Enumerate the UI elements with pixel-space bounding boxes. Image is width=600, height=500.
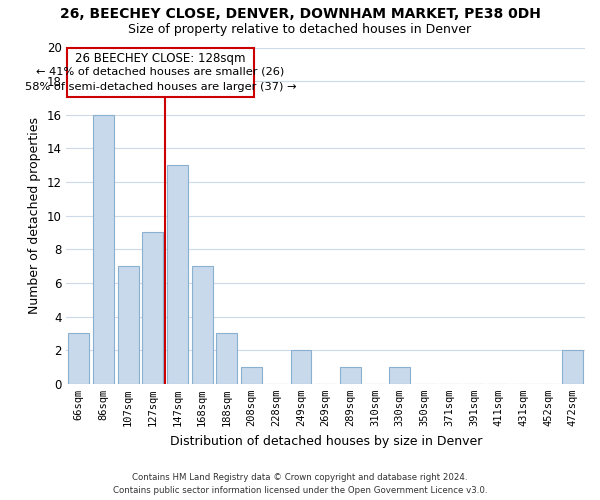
X-axis label: Distribution of detached houses by size in Denver: Distribution of detached houses by size … (170, 434, 482, 448)
Text: 58% of semi-detached houses are larger (37) →: 58% of semi-detached houses are larger (… (25, 82, 296, 92)
Y-axis label: Number of detached properties: Number of detached properties (28, 117, 41, 314)
Text: ← 41% of detached houses are smaller (26): ← 41% of detached houses are smaller (26… (37, 67, 284, 77)
Bar (68, 334, 89, 384)
Bar (118, 266, 139, 384)
Bar (290, 350, 311, 384)
Text: Contains HM Land Registry data © Crown copyright and database right 2024.
Contai: Contains HM Land Registry data © Crown c… (113, 474, 487, 495)
Text: Size of property relative to detached houses in Denver: Size of property relative to detached ho… (128, 22, 472, 36)
Bar (217, 334, 238, 384)
Bar (142, 232, 163, 384)
Bar (389, 367, 410, 384)
Bar (167, 165, 188, 384)
Bar (192, 266, 213, 384)
Bar (340, 367, 361, 384)
Bar (93, 115, 114, 384)
Bar (241, 367, 262, 384)
Text: 26 BEECHEY CLOSE: 128sqm: 26 BEECHEY CLOSE: 128sqm (75, 52, 246, 65)
FancyBboxPatch shape (67, 48, 254, 97)
Bar (562, 350, 583, 384)
Text: 26, BEECHEY CLOSE, DENVER, DOWNHAM MARKET, PE38 0DH: 26, BEECHEY CLOSE, DENVER, DOWNHAM MARKE… (59, 8, 541, 22)
